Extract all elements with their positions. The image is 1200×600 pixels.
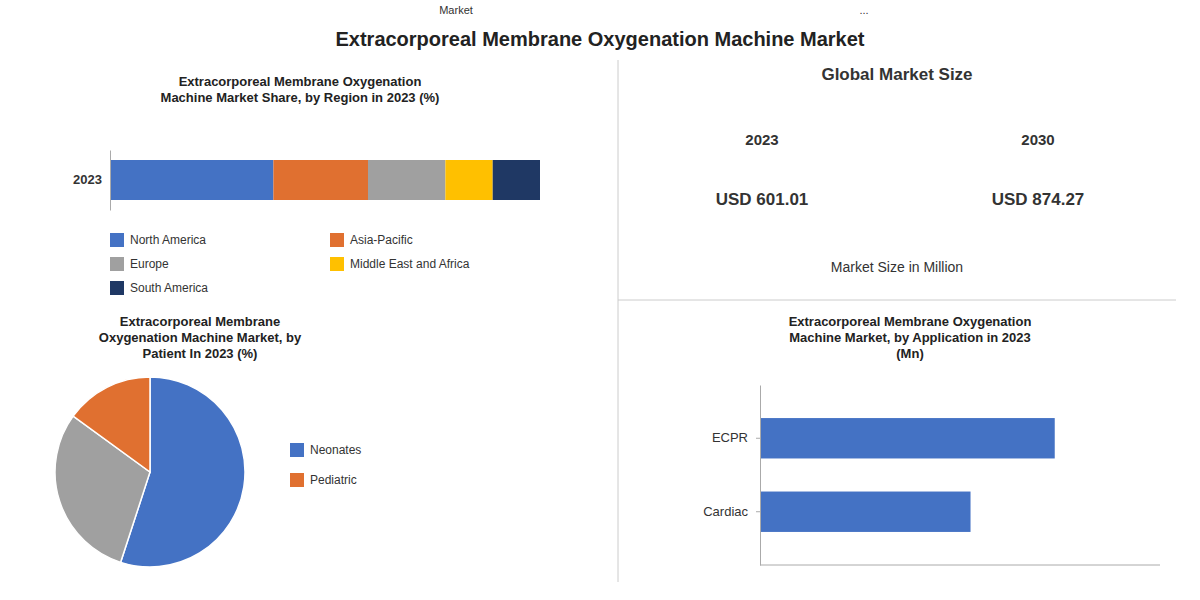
chart-title-line: Patient In 2023 (%): [143, 346, 258, 361]
chart: Extracorporeal Membrane OxygenationMachi…: [73, 74, 540, 295]
marks: [760, 418, 1055, 532]
tick-label: Cardiac: [703, 504, 748, 519]
chart-title-line: Extracorporeal Membrane: [120, 314, 280, 329]
tick-label: ECPR: [712, 430, 748, 445]
tick: 2023: [73, 172, 110, 187]
chart-title: Extracorporeal MembraneOxygenation Machi…: [99, 314, 302, 361]
bar: [273, 160, 368, 200]
pie: [55, 377, 245, 567]
legend-label: South America: [130, 281, 208, 295]
tick-mark: [756, 511, 760, 512]
divider: [618, 60, 619, 582]
chart-title: Extracorporeal Membrane OxygenationMachi…: [789, 314, 1032, 361]
bar: [445, 160, 492, 200]
legend-swatch: [110, 233, 124, 247]
legend: North America Asia-Pacific Europe Middle Ea…: [110, 233, 470, 295]
y-axis: ECPR Cardiac: [703, 386, 760, 566]
chart-title: Extracorporeal Membrane OxygenationMachi…: [161, 74, 440, 105]
legend-swatch: [110, 281, 124, 295]
bar: [760, 418, 1055, 458]
bar: [760, 492, 971, 532]
chart-title-line: Extracorporeal Membrane Oxygenation: [179, 74, 422, 89]
legend-swatch: [290, 443, 304, 457]
chart-title-line: Machine Market, by Application in 2023: [789, 330, 1031, 345]
pie-slice: [73, 377, 150, 472]
chart-title-line: (Mn): [896, 346, 923, 361]
legend-label: Pediatric: [310, 473, 357, 487]
axis-line: [110, 151, 111, 211]
chart: Extracorporeal Membrane OxygenationMachi…: [703, 314, 1160, 566]
annotation: USD 874.27: [992, 190, 1085, 209]
tick: Cardiac: [703, 504, 760, 519]
legend-label: Europe: [130, 257, 169, 271]
chart: Extracorporeal MembraneOxygenation Machi…: [55, 314, 361, 567]
annotation: 2030: [1021, 131, 1054, 148]
annotation: ...: [859, 4, 868, 16]
legend-label: Asia-Pacific: [350, 233, 413, 247]
axis-line: [760, 386, 761, 566]
legend-swatch: [110, 257, 124, 271]
chart-title-line: Machine Market Share, by Region in 2023 …: [161, 90, 440, 105]
legend-swatch: [290, 473, 304, 487]
annotation: 2023: [745, 131, 778, 148]
x-axis-line: [760, 565, 1160, 566]
marks: [110, 160, 540, 200]
canvas: Market... Global Market Size 2023 2030 USD 6…: [0, 0, 1200, 600]
legend-label: North America: [130, 233, 206, 247]
legend-label: Neonates: [310, 443, 361, 457]
legend-swatch: [330, 257, 344, 271]
bar: [368, 160, 445, 200]
annotation: Global Market Size: [821, 65, 972, 84]
legend-label: Middle East and Africa: [350, 257, 470, 271]
y-axis: 2023: [73, 151, 110, 211]
bar: [110, 160, 273, 200]
divider: [618, 300, 1176, 301]
annotation: Market: [439, 4, 473, 16]
tick: ECPR: [712, 430, 760, 445]
bar: [493, 160, 540, 200]
main-title: Extracorporeal Membrane Oxygenation Mach…: [335, 28, 864, 50]
tick-mark: [756, 438, 760, 439]
legend-swatch: [330, 233, 344, 247]
tick-label: 2023: [73, 172, 102, 187]
legend: Neonates Pediatric: [290, 443, 361, 487]
chart-title-line: Oxygenation Machine Market, by: [99, 330, 302, 345]
chart-title-line: Extracorporeal Membrane Oxygenation: [789, 314, 1032, 329]
annotation: Market Size in Million: [831, 259, 963, 275]
annotation: USD 601.01: [716, 190, 809, 209]
